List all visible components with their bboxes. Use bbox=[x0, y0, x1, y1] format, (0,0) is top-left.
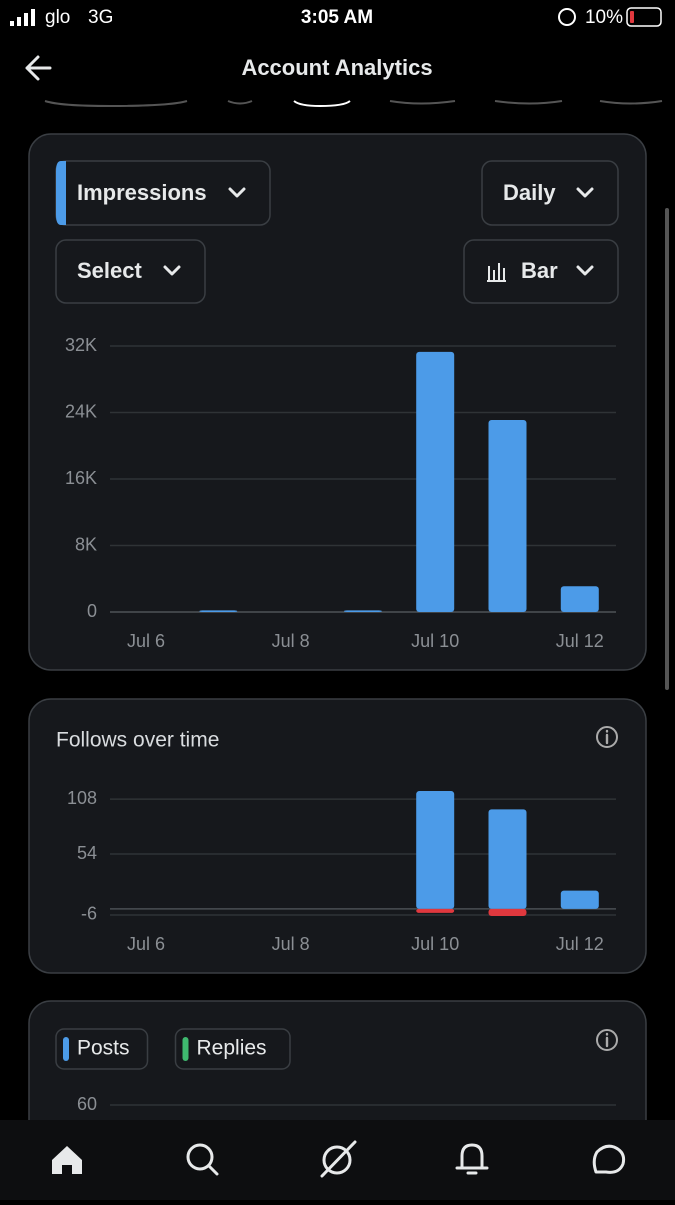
legend-swatch bbox=[63, 1037, 69, 1061]
bar bbox=[488, 419, 527, 612]
y-tick-label: 108 bbox=[67, 788, 97, 808]
bar bbox=[416, 908, 455, 913]
y-tick-label: 8K bbox=[75, 534, 97, 554]
bar bbox=[199, 610, 238, 612]
y-tick-label: 54 bbox=[77, 843, 97, 863]
bar bbox=[416, 351, 455, 612]
y-tick-label: 0 bbox=[87, 601, 97, 621]
y-tick-label: -6 bbox=[81, 904, 97, 924]
x-tick-label: Jul 6 bbox=[127, 631, 165, 651]
x-tick-label: Jul 12 bbox=[556, 631, 604, 651]
chart-style-dropdown[interactable]: Bar bbox=[463, 239, 619, 304]
y-tick-label: 24K bbox=[65, 401, 97, 421]
bar bbox=[488, 809, 527, 909]
search-tab[interactable] bbox=[186, 1143, 219, 1176]
notifications-tab[interactable] bbox=[455, 1143, 489, 1175]
back-button[interactable] bbox=[25, 55, 52, 81]
compare-label: Select bbox=[77, 258, 142, 283]
bar bbox=[560, 890, 599, 909]
chart-layer: 0 8K 16K 24K 32K Jul 6 Jul 8 Jul 10 Jul 12 -6 54 10… bbox=[55, 335, 616, 1114]
x-tick-label: Jul 8 bbox=[272, 631, 310, 651]
grok-tab[interactable] bbox=[320, 1140, 357, 1178]
period-dropdown[interactable]: Daily bbox=[481, 160, 619, 226]
x-tick-label: Jul 10 bbox=[411, 631, 459, 651]
home-tab[interactable] bbox=[52, 1146, 82, 1174]
scrollbar bbox=[665, 208, 669, 690]
y-tick-label: 16K bbox=[65, 468, 97, 488]
info-icon[interactable] bbox=[596, 726, 618, 748]
chart-title: Follows over time bbox=[56, 729, 219, 752]
tab-strip[interactable] bbox=[44, 100, 663, 108]
carrier: glo bbox=[45, 7, 70, 28]
time: 3:05 AM bbox=[301, 7, 373, 28]
x-tick-label: Jul 10 bbox=[411, 934, 459, 954]
chart-style-label: Bar bbox=[521, 258, 558, 283]
messages-tab[interactable] bbox=[592, 1144, 626, 1174]
metric-dropdown[interactable]: Impressions bbox=[55, 160, 271, 226]
x-tick-label: Jul 12 bbox=[556, 934, 604, 954]
legend-item[interactable] bbox=[174, 1028, 291, 1070]
bar bbox=[416, 791, 455, 909]
info-icon[interactable] bbox=[596, 1029, 618, 1051]
period-label: Daily bbox=[503, 180, 556, 205]
bar bbox=[560, 586, 599, 612]
y-tick-label: 60 bbox=[77, 1094, 97, 1114]
legend-swatch bbox=[182, 1037, 189, 1061]
x-tick-label: Jul 6 bbox=[127, 934, 165, 954]
y-tick-label: 32K bbox=[65, 335, 97, 355]
legend-label: Replies bbox=[197, 1037, 267, 1060]
page-title: Account Analytics bbox=[241, 55, 432, 80]
bar bbox=[488, 908, 527, 916]
x-tick-label: Jul 8 bbox=[272, 934, 310, 954]
compare-dropdown[interactable]: Select bbox=[55, 239, 206, 304]
metric-label: Impressions bbox=[77, 180, 207, 205]
status-bar: glo 3G 3:05 AM 10% bbox=[10, 7, 662, 28]
bar bbox=[343, 610, 382, 612]
network: 3G bbox=[88, 7, 113, 28]
battery-level: 10% bbox=[585, 7, 623, 28]
nav-bar bbox=[0, 1120, 675, 1200]
legend-item[interactable] bbox=[55, 1028, 149, 1070]
legend-label: Posts bbox=[77, 1037, 130, 1060]
